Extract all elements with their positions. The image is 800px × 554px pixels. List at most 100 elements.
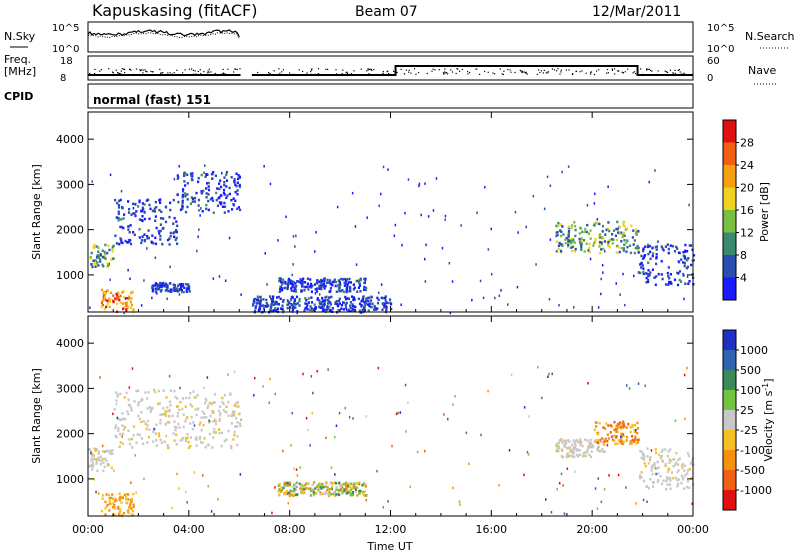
echo-cell [119,294,122,298]
echo-cell [115,216,118,219]
echo-cell [573,250,576,253]
echo-cell [688,244,691,247]
echo-cell [287,303,290,306]
echo-cell [622,272,624,276]
nave-dot [551,68,553,70]
echo-cell [189,436,192,439]
echo-cell [274,486,276,489]
echo-cell [183,174,186,177]
echo-cell [312,391,314,395]
echo-cell [358,481,361,484]
echo-cell [653,464,656,467]
echo-cell [624,303,626,307]
echo-cell [91,180,93,183]
echo-cell [642,479,646,483]
nave-dot [382,72,384,74]
colorbar-segment [723,430,736,451]
echo-cell [266,305,269,308]
echo-cell [640,254,643,258]
echo-cell [649,478,652,481]
colorbar-tick-label: 12 [740,227,754,240]
echo-cell [112,300,115,303]
echo-cell [319,306,322,309]
echo-cell [140,238,144,242]
echo-cell [290,493,293,496]
echo-cell [218,187,221,191]
echo-cell [352,283,355,286]
echo-cell [562,484,564,487]
echo-cell [393,234,396,237]
echo-cell [335,424,338,427]
echo-cell [642,248,645,252]
echo-cell [102,265,105,268]
nave-dot [405,69,407,71]
echo-cell [138,433,141,437]
nave-dot [236,68,238,71]
echo-cell [152,288,155,291]
echo-cell [688,468,691,471]
echo-cell [195,438,198,441]
echo-cell [667,274,670,278]
nave-dot [100,69,102,71]
echo-cell [197,204,200,207]
echo-cell [344,297,348,301]
echo-cell [92,246,95,249]
echo-cell [159,413,162,416]
echo-cell [118,445,121,448]
nave-dot [444,68,446,70]
echo-cell [365,297,368,301]
echo-cell [265,298,268,302]
echo-cell [604,250,606,253]
echo-cell [568,225,571,228]
echo-cell [236,189,239,192]
nave-dot [665,71,667,73]
echo-cell [319,493,322,496]
echo-cell [175,230,178,234]
echo-cell [620,439,623,443]
nave-dot [492,72,494,74]
echo-cell [223,176,226,179]
echo-cell [619,293,621,296]
echo-cell [121,435,123,438]
echo-cell [189,172,193,176]
echo-cell [579,242,582,245]
echo-cell [601,224,605,228]
echo-cell [494,296,496,300]
echo-cell [336,303,339,306]
echo-cell [308,487,311,490]
nave-dot [223,73,225,75]
echo-cell [600,248,603,251]
echo-cell [197,235,199,238]
echo-cell [320,306,323,309]
echo-cell [173,420,176,423]
nave-dot [111,71,114,73]
echo-cell [185,417,188,420]
echo-cell [131,212,134,215]
echo-cell [280,307,283,310]
echo-cell [655,245,658,248]
echo-cell [186,501,188,504]
echo-cell [227,414,230,417]
echo-cell [337,279,340,282]
echo-cell [570,246,573,249]
echo-cell [103,256,106,259]
echo-cell [236,207,239,211]
echo-cell [191,427,194,431]
nave-dot [635,73,637,75]
echo-cell [239,183,241,187]
echo-cell [668,458,671,461]
echo-cell [205,173,208,176]
echo-cell [574,440,577,443]
nave-dot [208,68,210,70]
echo-cell [327,368,329,371]
echo-cell [480,433,482,437]
nave-dot [269,73,271,75]
echo-cell [603,240,606,243]
echo-cell [353,298,356,301]
nave-dot [683,72,685,74]
echo-cell [198,423,201,426]
nave-dot [525,71,527,73]
echo-cell [93,262,96,266]
colorbar-segment [723,410,736,431]
